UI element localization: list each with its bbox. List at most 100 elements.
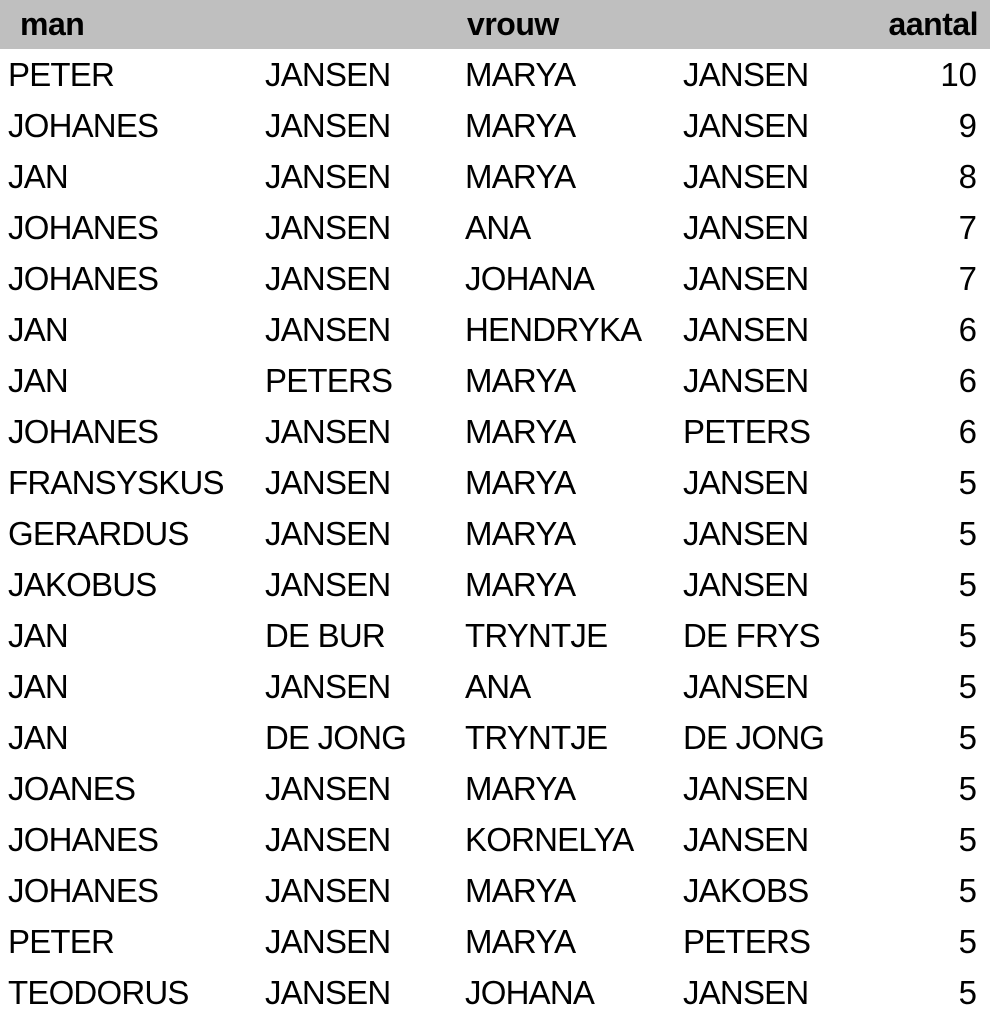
vrouw-last-name-cell: JAKOBS (683, 871, 809, 909)
man-last-name-cell: JANSEN (265, 259, 391, 297)
man-first-name-cell: JAN (8, 361, 69, 399)
man-first-name-cell: JOHANES (8, 820, 159, 858)
man-last-name-cell: JANSEN (265, 667, 391, 705)
man-last-name-cell: JANSEN (265, 820, 391, 858)
aantal-cell: 6 (958, 310, 978, 348)
vrouw-first-name-cell: MARYA (465, 106, 576, 144)
man-last-name-cell: JANSEN (265, 973, 391, 1011)
man-last-name-cell: JANSEN (265, 157, 391, 195)
vrouw-last-name-cell: JANSEN (683, 973, 809, 1011)
man-last-name-cell: JANSEN (265, 208, 391, 246)
aantal-cell: 6 (958, 412, 978, 450)
vrouw-first-name-cell: ANA (465, 208, 531, 246)
man-first-name-cell: JAN (8, 616, 69, 654)
vrouw-last-name-cell: JANSEN (683, 361, 809, 399)
man-first-name-cell: GERARDUS (8, 514, 189, 552)
aantal-cell: 5 (958, 667, 978, 705)
table-row: JOHANES JANSEN MARYA JANSEN 9 (0, 100, 990, 151)
table-row: JAN JANSEN MARYA JANSEN 8 (0, 151, 990, 202)
aantal-cell: 5 (958, 565, 978, 603)
vrouw-first-name-cell: TRYNTJE (465, 718, 608, 756)
vrouw-first-name-cell: ANA (465, 667, 531, 705)
man-last-name-cell: JANSEN (265, 55, 391, 93)
table-row: PETER JANSEN MARYA JANSEN 10 (0, 49, 990, 100)
man-first-name-cell: JAN (8, 310, 69, 348)
vrouw-last-name-cell: JANSEN (683, 769, 809, 807)
column-header-man: man (0, 0, 466, 49)
man-last-name-cell: JANSEN (265, 922, 391, 960)
vrouw-first-name-cell: MARYA (465, 157, 576, 195)
man-last-name-cell: JANSEN (265, 310, 391, 348)
vrouw-first-name-cell: MARYA (465, 361, 576, 399)
aantal-cell: 8 (958, 157, 978, 195)
table-body: PETER JANSEN MARYA JANSEN 10 JOHANES JANSEN MAR… (0, 49, 990, 1018)
man-last-name-cell: PETERS (265, 361, 393, 399)
vrouw-last-name-cell: JANSEN (683, 463, 809, 501)
header-row: man vrouw aantal (0, 0, 991, 49)
vrouw-first-name-cell: MARYA (465, 565, 576, 603)
aantal-cell: 5 (958, 514, 978, 552)
man-first-name-cell: JAN (8, 667, 69, 705)
vrouw-first-name-cell: MARYA (465, 514, 576, 552)
man-last-name-cell: DE JONG (265, 718, 407, 756)
table-row: JAN DE BUR TRYNTJE DE FRYS 5 (0, 610, 990, 661)
man-first-name-cell: PETER (8, 55, 115, 93)
vrouw-first-name-cell: MARYA (465, 769, 576, 807)
column-header-aantal: aantal (860, 0, 991, 49)
table-row: TEODORUS JANSEN JOHANA JANSEN 5 (0, 967, 990, 1018)
vrouw-first-name-cell: MARYA (465, 922, 576, 960)
table-row: PETER JANSEN MARYA PETERS 5 (0, 916, 990, 967)
man-last-name-cell: JANSEN (265, 412, 391, 450)
man-first-name-cell: JAKOBUS (8, 565, 157, 603)
man-first-name-cell: JOHANES (8, 106, 159, 144)
table-row: JOHANES JANSEN KORNELYA JANSEN 5 (0, 814, 990, 865)
table-header: man vrouw aantal (0, 0, 991, 49)
aantal-cell: 5 (958, 820, 978, 858)
man-first-name-cell: JOHANES (8, 208, 159, 246)
vrouw-first-name-cell: MARYA (465, 412, 576, 450)
table-row: JOANES JANSEN MARYA JANSEN 5 (0, 763, 990, 814)
man-first-name-cell: FRANSYSKUS (8, 463, 225, 501)
vrouw-last-name-cell: JANSEN (683, 667, 809, 705)
vrouw-last-name-cell: JANSEN (683, 106, 809, 144)
aantal-cell: 9 (958, 106, 978, 144)
vrouw-last-name-cell: PETERS (683, 922, 811, 960)
aantal-cell: 6 (958, 361, 978, 399)
vrouw-last-name-cell: JANSEN (683, 259, 809, 297)
man-first-name-cell: PETER (8, 922, 115, 960)
table-row: JAKOBUS JANSEN MARYA JANSEN 5 (0, 559, 990, 610)
aantal-cell: 5 (958, 973, 978, 1011)
table-row: JAN JANSEN ANA JANSEN 5 (0, 661, 990, 712)
man-last-name-cell: JANSEN (265, 769, 391, 807)
man-first-name-cell: JAN (8, 157, 69, 195)
man-first-name-cell: JOANES (8, 769, 136, 807)
aantal-cell: 5 (958, 616, 978, 654)
column-header-vrouw: vrouw (465, 0, 861, 49)
vrouw-last-name-cell: JANSEN (683, 820, 809, 858)
aantal-cell: 5 (958, 463, 978, 501)
man-last-name-cell: DE BUR (265, 616, 386, 654)
table-row: FRANSYSKUS JANSEN MARYA JANSEN 5 (0, 457, 990, 508)
man-first-name-cell: JOHANES (8, 412, 159, 450)
table-row: JAN DE JONG TRYNTJE DE JONG 5 (0, 712, 990, 763)
aantal-cell: 7 (958, 208, 978, 246)
vrouw-last-name-cell: JANSEN (683, 157, 809, 195)
man-first-name-cell: JOHANES (8, 259, 159, 297)
vrouw-last-name-cell: DE JONG (683, 718, 825, 756)
table-row: JOHANES JANSEN MARYA JAKOBS 5 (0, 865, 990, 916)
aantal-cell: 5 (958, 718, 978, 756)
vrouw-last-name-cell: DE FRYS (683, 616, 821, 654)
man-last-name-cell: JANSEN (265, 463, 391, 501)
vrouw-first-name-cell: TRYNTJE (465, 616, 608, 654)
vrouw-last-name-cell: JANSEN (683, 514, 809, 552)
vrouw-last-name-cell: JANSEN (683, 310, 809, 348)
man-last-name-cell: JANSEN (265, 565, 391, 603)
man-last-name-cell: JANSEN (265, 514, 391, 552)
man-first-name-cell: TEODORUS (8, 973, 189, 1011)
vrouw-first-name-cell: HENDRYKA (465, 310, 642, 348)
man-first-name-cell: JAN (8, 718, 69, 756)
vrouw-first-name-cell: MARYA (465, 55, 576, 93)
vrouw-last-name-cell: JANSEN (683, 208, 809, 246)
